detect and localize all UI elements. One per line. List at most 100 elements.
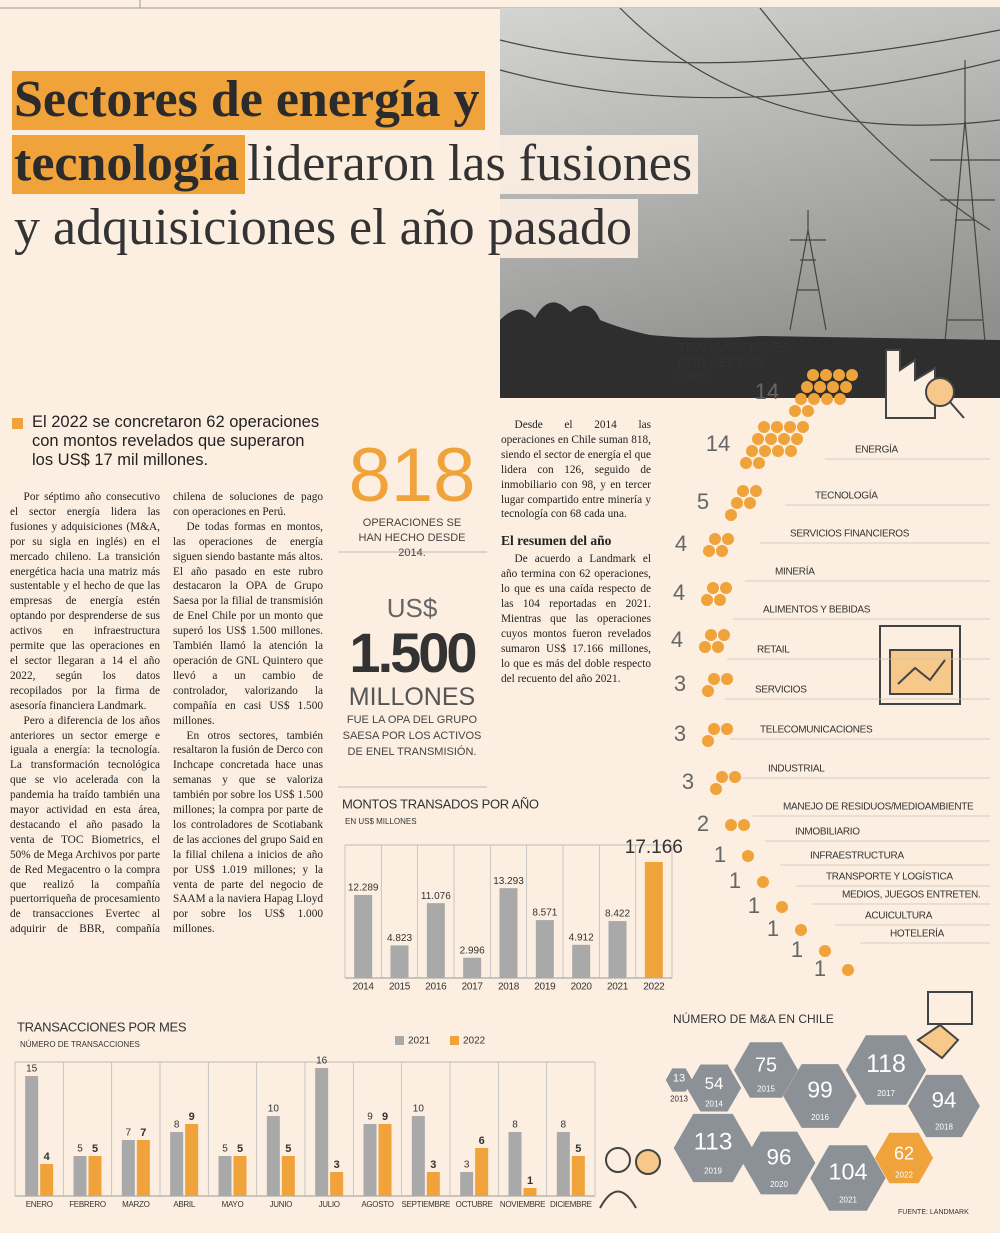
bar [390,945,409,978]
hexagon [908,1074,980,1138]
category-label: HOTELERÍA [890,927,945,940]
value-label: 99 [807,1077,832,1103]
category-label: 2017 [877,1089,895,1098]
dot [784,421,796,433]
x-tick-label: ABRIL [173,1200,195,1209]
highlight: US$ 1.500 MILLONES FUE LA OPA DEL GRUPO … [338,592,486,760]
value-label: 54 [705,1074,724,1093]
dot [718,629,730,641]
bar [354,894,373,978]
dot [731,497,743,509]
x-tick-label: 2018 [498,982,520,993]
dot [752,433,764,445]
value-label: 4 [671,627,683,652]
title-line: Sectores de energía y [12,70,486,130]
category-label: 2014 [705,1099,723,1108]
x-tick-label: MARZO [122,1200,149,1209]
bar [185,1124,199,1196]
dot [710,783,722,795]
value-label: 8 [561,1120,567,1131]
category-label: ACUICULTURA [865,911,933,922]
value-label: 9 [189,1111,195,1123]
dot [740,457,752,469]
x-tick-label: 2017 [462,982,484,993]
value-label: 7 [140,1127,146,1139]
dot [807,369,819,381]
value-label: 5 [697,489,709,514]
value-label: 6 [479,1135,485,1147]
bar [25,1076,39,1196]
value-label: 113 [694,1129,733,1156]
chart-subtitle: NÚMERO DE TRANSACCIONES [20,1040,140,1049]
value-label: 3 [682,769,694,794]
value-label: 5 [575,1143,581,1155]
bar [170,1132,184,1196]
dot [833,369,845,381]
value-label: 10 [413,1104,425,1115]
value-label: 13.293 [493,876,524,887]
legend-swatch [395,1036,404,1045]
bar [608,921,627,978]
bar [73,1156,87,1196]
dot-group [757,876,769,888]
value-label: 3 [674,671,686,696]
bar [363,1124,377,1196]
dot-group [703,533,734,557]
value-label: 12.289 [348,883,379,894]
x-tick-label: 2015 [389,982,411,993]
chart-subtitle: EN US$ MILLONES [345,817,417,826]
icon-industry [885,349,965,419]
hexagon [810,1145,886,1211]
value-label: 9 [382,1111,388,1123]
dot [795,924,807,936]
category-label: TELECOMUNICACIONES [760,725,873,736]
bar [463,957,482,978]
x-tick-label: SEPTIEMBRE [402,1200,451,1209]
x-tick-label: 2021 [607,982,629,993]
value-label: 10 [268,1104,280,1115]
x-tick-label: JULIO [319,1200,340,1209]
highlight: 818 OPERACIONES SE HAN HECHO DESDE 2014. [338,436,486,561]
dot-group [699,629,730,653]
value-label: 5 [77,1144,83,1155]
paragraph: De todas formas en montos, las operacion… [173,520,323,727]
bar [572,944,591,978]
category-label: TECNOLOGÍA [815,489,878,502]
highlight-unit: MILLONES [348,683,476,711]
value-label: 1 [714,842,726,867]
dot [819,945,831,957]
legend-swatch [450,1036,459,1045]
dot-group [842,964,854,976]
value-label: 8.422 [605,909,630,920]
dot [753,457,765,469]
x-tick-label: OCTUBRE [456,1200,493,1209]
legend-label: 2021 [408,1036,431,1047]
category-label: MANEJO DE RESIDUOS/MEDIOAMBIENTE [783,802,974,813]
hexagon [665,1068,693,1092]
title-line: y adquisiciones el año pasado [12,198,639,258]
paragraph: Por séptimo año consecutivo el sector en… [10,491,160,712]
photo-trees [500,302,1000,398]
dot [725,509,737,521]
bar [136,1140,150,1196]
bar [330,1172,344,1196]
category-label: 2021 [839,1196,857,1205]
dot [802,405,814,417]
dot-group [725,819,750,831]
bar [499,888,518,978]
x-tick-label: ENERO [26,1200,53,1209]
bar [40,1164,54,1196]
value-label: 9 [367,1112,373,1123]
value-label: 5 [237,1143,243,1155]
hexagon [783,1064,857,1128]
value-label: 1 [748,893,760,918]
bar [644,862,663,978]
value-label: 1 [791,937,803,962]
dot [827,381,839,393]
value-label: 75 [755,1054,777,1076]
hexagon [673,1113,753,1183]
value-label: 5 [285,1143,291,1155]
paragraph: En otros sectores, también resaltaron la… [173,729,323,936]
value-label: 14 [755,379,779,404]
category-label: 2020 [770,1180,788,1189]
